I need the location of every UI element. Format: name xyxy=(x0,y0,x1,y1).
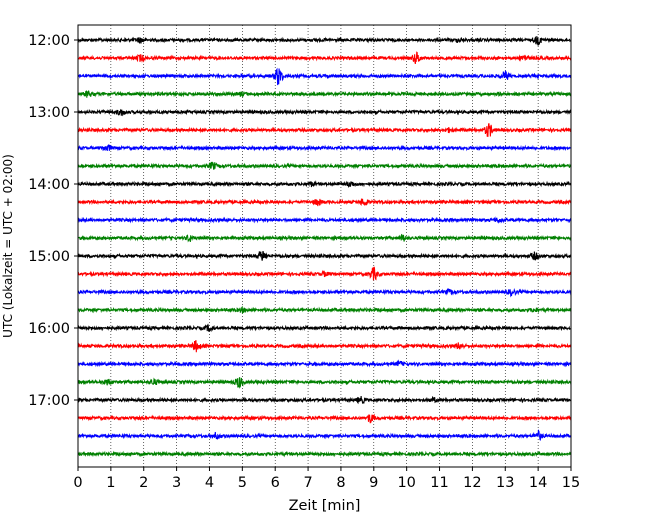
trace-line xyxy=(77,340,572,353)
trace-line xyxy=(77,413,572,424)
trace-line xyxy=(77,51,572,65)
y-tick-label: 17:00 xyxy=(28,393,70,409)
x-tick-label: 8 xyxy=(336,475,345,491)
trace-line xyxy=(77,450,572,458)
x-tick-label: 3 xyxy=(172,475,181,491)
trace-line xyxy=(77,287,572,298)
trace-line xyxy=(77,161,572,170)
trace-line xyxy=(77,180,572,189)
seismic-traces xyxy=(77,36,572,458)
x-tick-label: 12 xyxy=(463,475,481,491)
trace-line xyxy=(77,377,572,389)
trace-line xyxy=(77,266,572,281)
y-tick-label: 14:00 xyxy=(28,177,70,193)
trace-line xyxy=(77,251,572,261)
x-tick-label: 7 xyxy=(303,475,312,491)
trace-line xyxy=(77,323,572,333)
x-axis-ticks: 0 1 2 3 4 5 6 7 8 9 10 11 12 13 14 15 xyxy=(73,467,580,491)
trace-line xyxy=(77,108,572,117)
trace-line xyxy=(77,216,572,224)
x-tick-label: 10 xyxy=(397,475,415,491)
x-tick-label: 0 xyxy=(73,475,82,491)
x-tick-label: 15 xyxy=(562,475,580,491)
trace-line xyxy=(77,429,572,441)
x-tick-label: 6 xyxy=(271,475,280,491)
trace-line xyxy=(77,233,572,243)
x-tick-label: 13 xyxy=(496,475,514,491)
x-tick-label: 2 xyxy=(139,475,148,491)
y-tick-label: 15:00 xyxy=(28,249,70,265)
trace-line xyxy=(77,305,572,315)
y-axis-ticks: 12:00 13:00 14:00 15:00 16:00 17:00 xyxy=(28,33,78,409)
x-tick-label: 9 xyxy=(369,475,378,491)
x-tick-label: 1 xyxy=(106,475,115,491)
y-tick-label: 16:00 xyxy=(28,321,70,337)
y-axis-label: UTC (Lokalzeit = UTC + 02:00) xyxy=(1,154,15,338)
trace-line xyxy=(77,67,572,86)
x-tick-label: 4 xyxy=(205,475,214,491)
x-tick-label: 5 xyxy=(238,475,247,491)
y-tick-label: 12:00 xyxy=(28,33,70,49)
trace-line xyxy=(77,36,572,47)
x-axis-label: Zeit [min] xyxy=(289,498,361,514)
trace-line xyxy=(77,90,572,98)
x-tick-label: 11 xyxy=(430,475,448,491)
trace-line xyxy=(77,197,572,207)
trace-line xyxy=(77,396,572,405)
x-tick-label: 14 xyxy=(529,475,547,491)
trace-line xyxy=(77,359,572,368)
trace-line xyxy=(77,144,572,152)
y-tick-label: 13:00 xyxy=(28,105,70,121)
trace-line xyxy=(77,123,572,138)
axes-frame xyxy=(77,24,572,468)
